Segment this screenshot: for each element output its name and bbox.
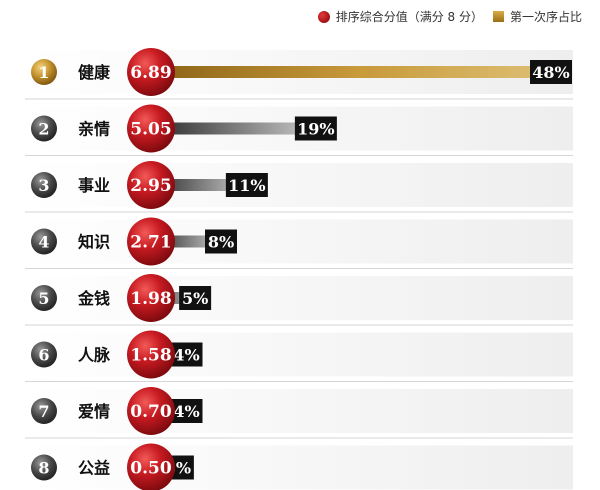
score-value-label: 6.89 — [130, 63, 171, 83]
row-background — [25, 332, 573, 377]
rank-number: 3 — [38, 176, 49, 195]
rank-badge — [31, 341, 57, 368]
share-value-label: 11% — [228, 176, 265, 195]
rank-badge — [31, 398, 57, 424]
row-background — [25, 163, 573, 207]
share-value-label: 8% — [208, 233, 234, 252]
legend-share-label: 第一次序占比 — [509, 10, 582, 24]
score-value-label: 2.95 — [130, 176, 171, 196]
share-label-box — [179, 286, 212, 310]
legend: 排序综合分值（满分 8 分） 第一次序占比 — [317, 8, 582, 25]
rank-number: 8 — [38, 459, 49, 478]
category-label: 人脉 — [78, 346, 111, 365]
share-value-label: 48% — [532, 63, 569, 82]
score-value-label: 1.98 — [130, 289, 171, 309]
share-label-box — [170, 342, 203, 367]
gold-square-icon — [492, 11, 504, 22]
rank-number: 2 — [38, 120, 49, 139]
rank-badge — [31, 454, 57, 481]
share-label-box — [205, 229, 237, 254]
category-label: 公益 — [78, 459, 110, 478]
score-circle — [127, 48, 175, 96]
share-bar — [152, 66, 566, 78]
category-label: 亲情 — [78, 120, 110, 139]
score-value-label: 5.05 — [130, 120, 171, 140]
rank-badge — [31, 115, 57, 142]
score-circle — [127, 274, 175, 322]
row-background — [25, 389, 573, 433]
category-label: 健康 — [78, 63, 111, 82]
rank-number: 5 — [38, 289, 49, 308]
share-bar — [152, 179, 247, 191]
share-label-box — [294, 116, 337, 141]
score-value-label: 0.70 — [130, 402, 172, 422]
share-label-box — [530, 60, 572, 84]
category-label: 金钱 — [77, 289, 110, 308]
score-circle — [127, 217, 175, 266]
share-value-label: 4% — [173, 402, 199, 421]
row-background — [25, 445, 573, 490]
red-dot-icon — [317, 10, 330, 23]
row-background — [25, 219, 573, 264]
category-label: 知识 — [78, 233, 110, 252]
category-label: 事业 — [78, 176, 110, 195]
rank-number: 7 — [38, 402, 49, 421]
row-background — [25, 276, 573, 320]
score-circle — [127, 104, 175, 153]
share-value-label: 5% — [182, 289, 208, 308]
rank-badge — [31, 172, 57, 198]
legend-score-label: 排序综合分值（满分 8 分） — [335, 10, 483, 24]
score-value-label: 1.58 — [130, 346, 171, 366]
share-value-label: 4% — [173, 346, 199, 365]
share-bar — [152, 122, 316, 135]
share-value-label: 19% — [297, 120, 334, 139]
category-label: 爱情 — [78, 402, 110, 421]
legend-item-score: 排序综合分值（满分 8 分） — [317, 8, 483, 25]
score-circle — [127, 161, 175, 209]
score-circle — [127, 387, 175, 435]
share-label-box — [170, 399, 203, 423]
rank-number: 6 — [38, 346, 49, 365]
share-label-box — [225, 173, 268, 197]
score-value-label: 0.50 — [130, 459, 172, 479]
rank-number: 4 — [38, 233, 49, 252]
score-value-label: 2.71 — [130, 233, 171, 253]
rank-badge — [31, 228, 57, 255]
legend-item-share: 第一次序占比 — [492, 8, 582, 25]
score-circle — [127, 330, 175, 379]
score-circle — [127, 443, 175, 490]
rank-badge — [31, 59, 57, 85]
rank-number: 1 — [38, 63, 49, 82]
rank-badge — [31, 285, 57, 311]
